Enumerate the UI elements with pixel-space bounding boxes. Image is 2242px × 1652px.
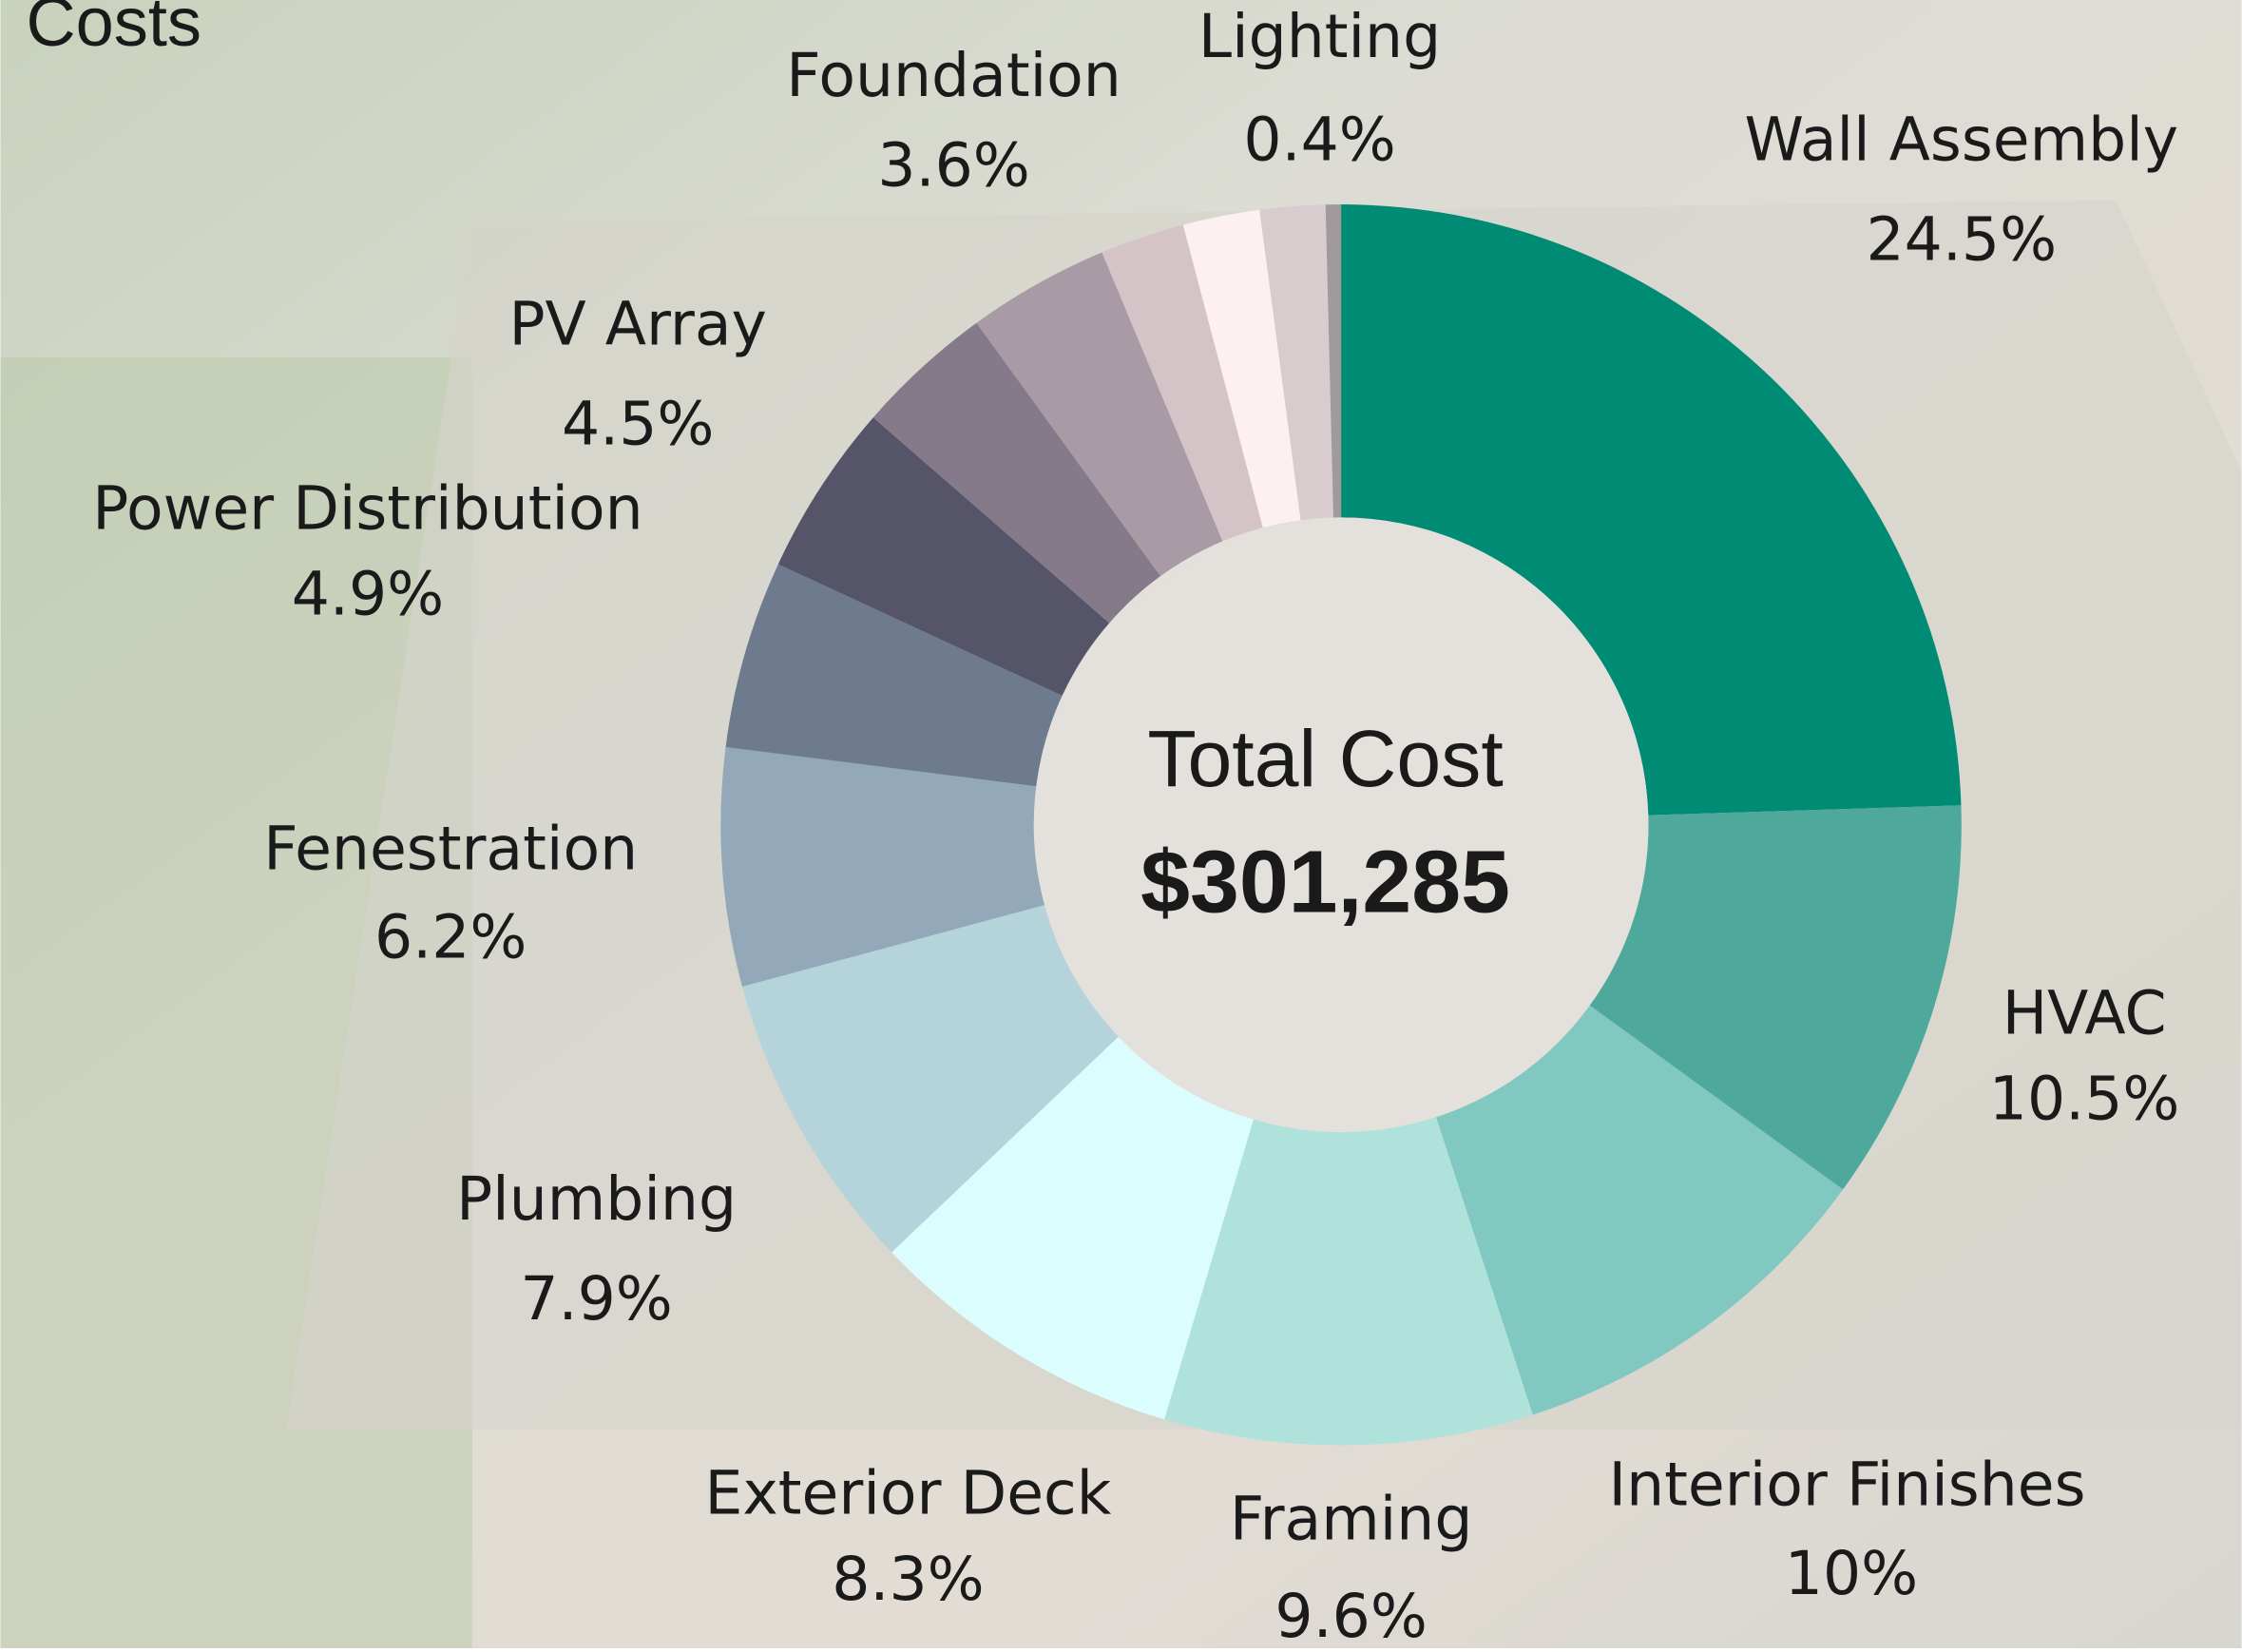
chart: Costs Total Cost $301,285 Wall Assembly 2…: [0, 0, 2242, 1648]
donut-hole: [1034, 517, 1649, 1132]
slice-label: Wall Assembly: [1744, 104, 2178, 174]
slice-value-label: 24.5%: [1866, 204, 2057, 275]
center-title: Total Cost: [1147, 714, 1503, 803]
slice-label: PV Array: [508, 288, 766, 358]
center-value: $301,285: [1140, 832, 1510, 931]
slice-value-label: 3.6%: [877, 130, 1029, 201]
slice-label: Foundation: [786, 40, 1121, 110]
slice-value-label: 0.4%: [1243, 104, 1395, 174]
slice-value-label: 9.6%: [1274, 1581, 1427, 1648]
slice-label: Plumbing: [456, 1163, 737, 1234]
chart-title: Costs: [27, 0, 201, 61]
page: Costs Total Cost $301,285 Wall Assembly 2…: [0, 0, 2242, 1648]
slice-label: Power Distribution: [92, 472, 642, 543]
slice-value-label: 6.2%: [374, 902, 527, 972]
slice-label: Fenestration: [263, 813, 638, 883]
slice-label: Exterior Deck: [704, 1458, 1111, 1528]
slice-value-label: 10%: [1785, 1538, 1918, 1608]
slice-label: HVAC: [2002, 977, 2167, 1047]
slice-label: Interior Finishes: [1608, 1450, 2085, 1520]
slice-value-label: 4.5%: [562, 389, 714, 459]
slice-value-label: 4.9%: [292, 559, 444, 629]
slice-label: Lighting: [1198, 1, 1441, 71]
slice-label: Framing: [1230, 1484, 1473, 1554]
slice-value-label: 7.9%: [520, 1263, 672, 1334]
slice-value-label: 8.3%: [832, 1544, 984, 1614]
slice-value-label: 10.5%: [1989, 1064, 2180, 1134]
